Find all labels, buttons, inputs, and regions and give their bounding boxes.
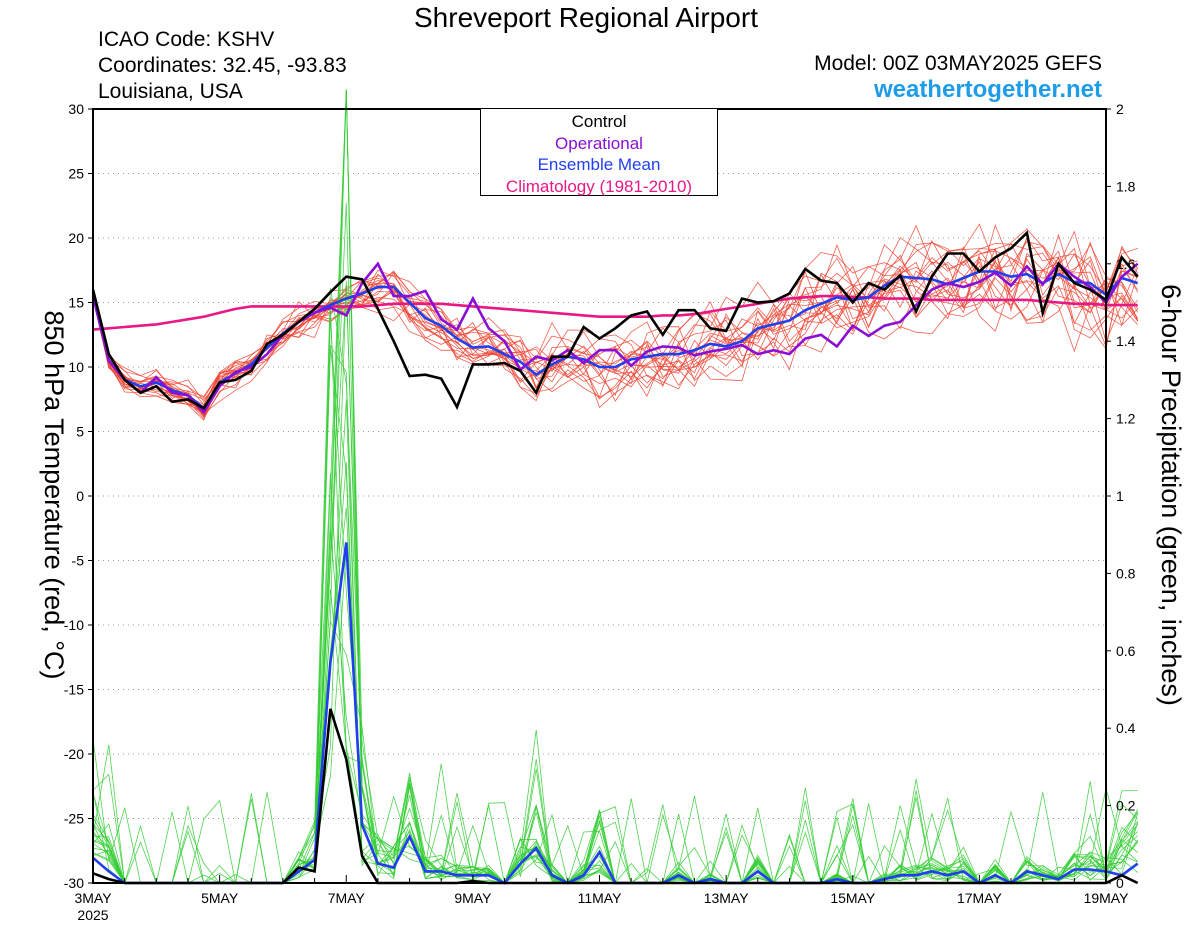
x-tick-label: 9MAY [454, 890, 492, 906]
operational-temp-line [91, 261, 1139, 415]
ensemble-mean-precip-line [92, 542, 1139, 885]
left-tick-label: 20 [68, 230, 84, 246]
left-tick-label: 5 [76, 424, 84, 440]
member-precip-line [92, 89, 1139, 885]
member-precip-line [92, 89, 1138, 884]
left-tick-label: -25 [64, 811, 84, 827]
right-tick-label: 1.6 [1116, 256, 1136, 272]
right-tick-label: 0.2 [1116, 798, 1136, 814]
left-tick-label: -30 [64, 875, 84, 891]
member-precip-line [92, 89, 1139, 885]
member-temp-line [92, 237, 1139, 418]
left-axis-label: 850 hPa Temperature (red, °C) [39, 311, 69, 680]
x-tick-label: 3MAY [74, 890, 112, 906]
member-precip-line [92, 287, 1138, 884]
member-temp-line [92, 223, 1138, 403]
right-tick-label: 1.4 [1116, 333, 1136, 349]
member-precip-line [92, 550, 1139, 884]
right-tick-label: 1 [1116, 488, 1124, 504]
x-tick-label: 19MAY [1084, 890, 1130, 906]
page-title: Shreveport Regional Airport [414, 2, 758, 33]
location: Louisiana, USA [98, 80, 243, 103]
member-precip-line [92, 529, 1138, 884]
left-tick-label: -15 [64, 682, 84, 698]
chart-grid [93, 108, 1106, 884]
coordinates: Coordinates: 32.45, -93.83 [98, 54, 347, 77]
member-temp-line [92, 228, 1139, 415]
left-tick-label: -10 [64, 617, 84, 633]
right-tick-label: 2 [1116, 101, 1124, 117]
member-precip-line [92, 589, 1139, 884]
legend-control: Control [571, 112, 627, 131]
right-tick-label: 0.6 [1116, 643, 1136, 659]
x-tick-label: 5MAY [201, 890, 239, 906]
control-precip-line [92, 708, 1139, 885]
left-tick-label: -5 [72, 553, 85, 569]
member-precip-line [92, 473, 1139, 884]
chart-legend: Control Operational Ensemble Mean Climat… [480, 108, 718, 196]
member-temp-line [92, 244, 1139, 400]
member-temp-line [92, 230, 1139, 406]
x-tick-label: 15MAY [830, 890, 876, 906]
member-precip-line [92, 89, 1139, 884]
right-tick-label: 0 [1116, 875, 1124, 891]
left-tick-label: 10 [68, 359, 84, 375]
legend-operational: Operational [555, 133, 643, 153]
x-tick-label: 17MAY [957, 890, 1003, 906]
member-temp-line [92, 257, 1138, 397]
control-temp-line [91, 230, 1139, 411]
x-tick-label: 13MAY [704, 890, 750, 906]
left-tick-label: 25 [68, 166, 84, 182]
model-run: Model: 00Z 03MAY2025 GEFS [814, 52, 1102, 75]
left-tick-label: 15 [68, 295, 84, 311]
member-precip-line [92, 399, 1138, 884]
legend-climatology: Climatology (1981-2010) [505, 176, 693, 196]
member-precip-line [92, 620, 1139, 884]
plot-frame [92, 108, 1107, 884]
member-precip-line [92, 317, 1139, 885]
right-axis-label: 6-hour Precipitation (green, inches) [1156, 284, 1186, 706]
left-tick-label: -20 [64, 746, 84, 762]
right-tick-label: 0.8 [1116, 565, 1136, 581]
member-precip-line [92, 507, 1139, 884]
brand-link[interactable]: weathertogether.net [873, 76, 1102, 103]
x-tick-sublabel: 2025 [77, 907, 108, 923]
member-precip-line [92, 461, 1139, 885]
chart-axes: -30-25-20-15-10-505101520253000.20.40.60… [64, 101, 1136, 923]
left-tick-label: 0 [76, 488, 84, 504]
ensemble-member-lines [92, 89, 1139, 885]
climatology-temp-line [92, 294, 1138, 331]
right-tick-label: 1.2 [1116, 411, 1136, 427]
ensemble-mean-temp-line [91, 270, 1139, 411]
legend-ensemble-mean: Ensemble Mean [537, 155, 661, 174]
icao-code: ICAO Code: KSHV [98, 28, 275, 51]
left-tick-label: 30 [68, 101, 84, 117]
right-tick-label: 0.4 [1116, 720, 1136, 736]
x-tick-label: 7MAY [328, 890, 366, 906]
x-tick-label: 11MAY [578, 890, 622, 906]
right-tick-label: 1.8 [1116, 178, 1136, 194]
member-temp-line [92, 237, 1138, 414]
series-lines [91, 230, 1139, 885]
